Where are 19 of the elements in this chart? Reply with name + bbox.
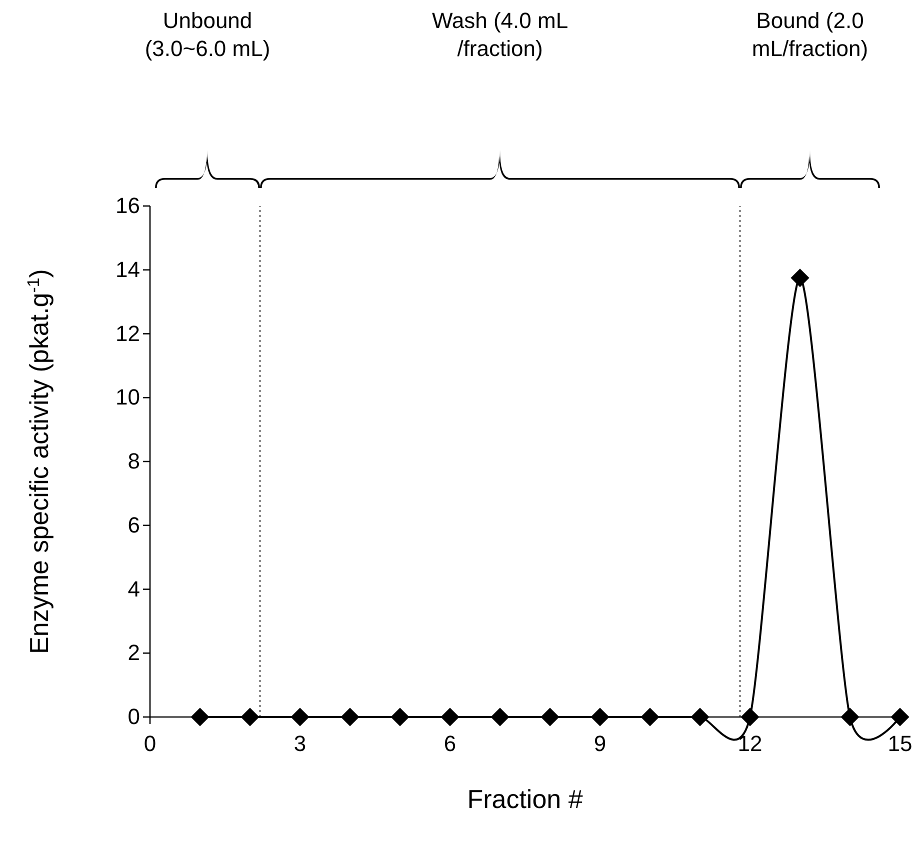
x-tick-label: 0 [144,731,156,756]
text: Bound (2.0 mL/fraction) [752,8,868,61]
x-tick-label: 12 [738,731,762,756]
y-tick-label: 10 [116,384,140,410]
x-tick-label: 15 [888,731,912,756]
x-tick-label: 3 [294,731,306,756]
x-tick-label: 9 [594,731,606,756]
y-tick-label: 8 [128,448,140,474]
text: Wash (4.0 mL /fraction) [432,8,568,61]
x-tick-label: 6 [444,731,456,756]
text: Unbound (3.0~6.0 mL) [144,8,270,61]
y-tick-label: 12 [116,320,140,346]
y-tick-label: 6 [128,512,140,538]
y-tick-label: 0 [128,704,140,730]
y-tick-label: 16 [116,193,140,218]
y-tick-label: 14 [116,256,140,282]
y-tick-label: 4 [128,576,140,602]
y-tick-label: 2 [128,640,140,666]
x-axis-title: Fraction # [467,784,584,814]
